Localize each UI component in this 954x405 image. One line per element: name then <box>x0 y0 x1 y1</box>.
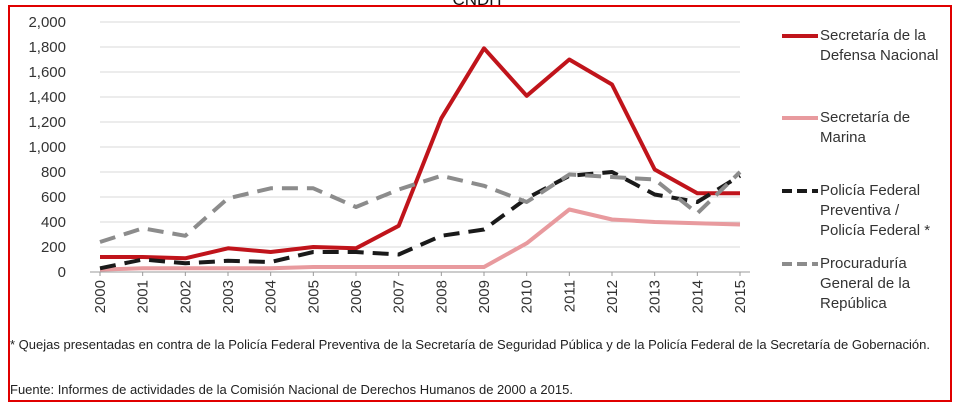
series-line-3 <box>99 170 742 244</box>
x-tick-label: 2007 <box>391 280 408 313</box>
x-tick-label: 2008 <box>433 280 450 313</box>
x-tick-label: 2003 <box>220 280 237 313</box>
y-tick-label: 1,800 <box>28 39 66 56</box>
y-tick-label: 1,200 <box>28 114 66 131</box>
y-tick-label: 400 <box>41 214 66 231</box>
chart-frame <box>8 5 952 402</box>
axes: 0 200 400 600 800 1,000 1,200 1,400 1,600 1,800 2,… <box>28 14 750 313</box>
legend-label-1: Secretaría de Marina <box>820 109 911 146</box>
x-tick-label: 2001 <box>135 280 152 313</box>
legend-label-2: Policía Federal Preventiva / Policía Fed… <box>820 182 931 239</box>
y-tick-label: 600 <box>41 189 66 206</box>
legend-swatch-2 <box>782 189 818 193</box>
x-tick-label: 2010 <box>519 280 536 313</box>
x-tick-label: 2006 <box>348 280 365 313</box>
y-tick-label: 800 <box>41 164 66 181</box>
y-tick-label: 0 <box>58 264 66 281</box>
legend-item-3: Procuraduría General de la República <box>780 254 910 314</box>
series-line-1 <box>99 207 741 272</box>
footnote: * Quejas presentadas en contra de la Pol… <box>10 337 930 352</box>
series-lines <box>99 46 742 272</box>
legend-swatch-3 <box>782 262 818 266</box>
legend-swatch-0 <box>782 34 818 38</box>
x-tick-label: 2002 <box>177 280 194 313</box>
y-tick-label: 1,600 <box>28 64 66 81</box>
x-tick-label: 2012 <box>604 280 621 313</box>
x-tick-label: 2014 <box>689 280 706 313</box>
x-tick-label: 2005 <box>305 280 322 313</box>
y-tick-label: 2,000 <box>28 14 66 31</box>
y-tick-label: 1,000 <box>28 139 66 156</box>
legend-label-0: Secretaría de la Defensa Nacional <box>820 27 939 64</box>
series-line-0 <box>100 46 740 261</box>
x-tick-label: 2015 <box>732 280 749 313</box>
legend-swatch-1 <box>782 116 818 120</box>
x-tick-label: 2011 <box>561 280 578 312</box>
legend-item-0: Secretaría de la Defensa Nacional <box>780 26 938 66</box>
y-tick-label: 200 <box>41 239 66 256</box>
y-tick-label: 1,400 <box>28 89 66 106</box>
line-chart: 0 200 400 600 800 1,000 1,200 1,400 1,600 1,800 2,… <box>28 14 750 313</box>
legend-item-1: Secretaría de Marina <box>780 108 910 148</box>
source-note: Fuente: Informes de actividades de la Co… <box>10 382 573 397</box>
series-line-2 <box>99 170 742 271</box>
x-tick-label: 2009 <box>476 280 493 313</box>
x-tick-label: 2000 <box>92 280 109 313</box>
legend-label-3: Procuraduría General de la República <box>820 255 911 312</box>
legend-item-2: Policía Federal Preventiva / Policía Fed… <box>780 181 930 241</box>
x-tick-label: 2004 <box>263 280 280 313</box>
chart-title: CNDH <box>0 0 954 10</box>
x-tick-label: 2013 <box>647 280 664 313</box>
